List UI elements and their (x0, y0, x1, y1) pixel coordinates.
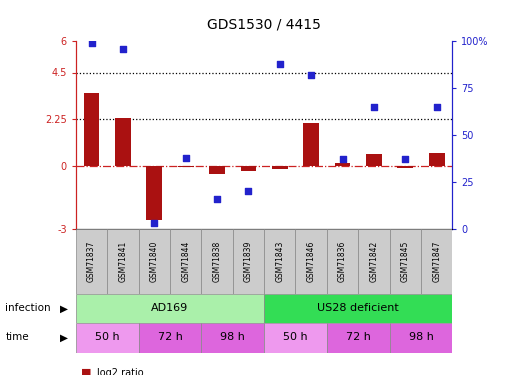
Point (401, 156, 410, 162)
Point (150, 220, 158, 226)
Point (119, 46, 127, 52)
Bar (146, 166, 162, 220)
Bar (139, 322, 201, 352)
Bar (170, 229, 201, 294)
Point (307, 72, 315, 78)
Text: GSM71841: GSM71841 (118, 241, 128, 282)
Bar (272, 166, 288, 170)
Text: time: time (5, 333, 29, 342)
Bar (241, 166, 256, 171)
Bar (303, 123, 319, 166)
Bar (264, 322, 327, 352)
Point (213, 196, 221, 202)
Text: 50 h: 50 h (283, 333, 308, 342)
Bar (178, 166, 194, 167)
Text: GSM71837: GSM71837 (87, 241, 96, 282)
Bar (209, 166, 225, 174)
Text: GDS1530 / 4415: GDS1530 / 4415 (207, 18, 321, 32)
Bar (264, 229, 295, 294)
Text: ■: ■ (81, 368, 92, 375)
Point (338, 156, 347, 162)
Bar (295, 229, 327, 294)
Bar (335, 163, 350, 166)
Bar (390, 322, 452, 352)
Point (370, 104, 378, 110)
Text: GSM71844: GSM71844 (181, 241, 190, 282)
Bar (264, 294, 452, 322)
Text: GSM71839: GSM71839 (244, 241, 253, 282)
Text: log2 ratio: log2 ratio (97, 368, 143, 375)
Text: 72 h: 72 h (346, 333, 371, 342)
Point (244, 188, 253, 194)
Bar (115, 118, 131, 166)
Bar (421, 229, 452, 294)
Point (87, 40, 96, 46)
Bar (429, 153, 445, 166)
Bar (390, 229, 421, 294)
Bar (76, 294, 264, 322)
Text: 50 h: 50 h (95, 333, 120, 342)
Bar (201, 229, 233, 294)
Bar (84, 93, 99, 166)
Text: GSM71840: GSM71840 (150, 241, 159, 282)
Text: GSM71845: GSM71845 (401, 241, 410, 282)
Text: US28 deficient: US28 deficient (317, 303, 399, 313)
Text: GSM71846: GSM71846 (306, 241, 316, 282)
Text: 72 h: 72 h (157, 333, 183, 342)
Bar (358, 229, 390, 294)
Text: GSM71842: GSM71842 (369, 241, 379, 282)
Bar (233, 229, 264, 294)
Bar (76, 322, 139, 352)
Text: infection: infection (5, 303, 51, 313)
Bar (139, 229, 170, 294)
Text: GSM71838: GSM71838 (212, 241, 222, 282)
Point (276, 61, 284, 67)
Bar (397, 166, 413, 168)
Text: GSM71843: GSM71843 (275, 241, 285, 282)
Text: AD169: AD169 (151, 303, 189, 313)
Bar (107, 229, 139, 294)
Text: ▶: ▶ (60, 303, 68, 313)
Text: ▶: ▶ (60, 333, 68, 342)
Text: 98 h: 98 h (408, 333, 434, 342)
Bar (76, 229, 107, 294)
Bar (201, 322, 264, 352)
Bar (327, 229, 358, 294)
Bar (366, 154, 382, 166)
Point (433, 104, 441, 110)
Text: 98 h: 98 h (220, 333, 245, 342)
Text: GSM71847: GSM71847 (432, 241, 441, 282)
Text: GSM71836: GSM71836 (338, 241, 347, 282)
Bar (327, 322, 390, 352)
Point (181, 154, 190, 160)
